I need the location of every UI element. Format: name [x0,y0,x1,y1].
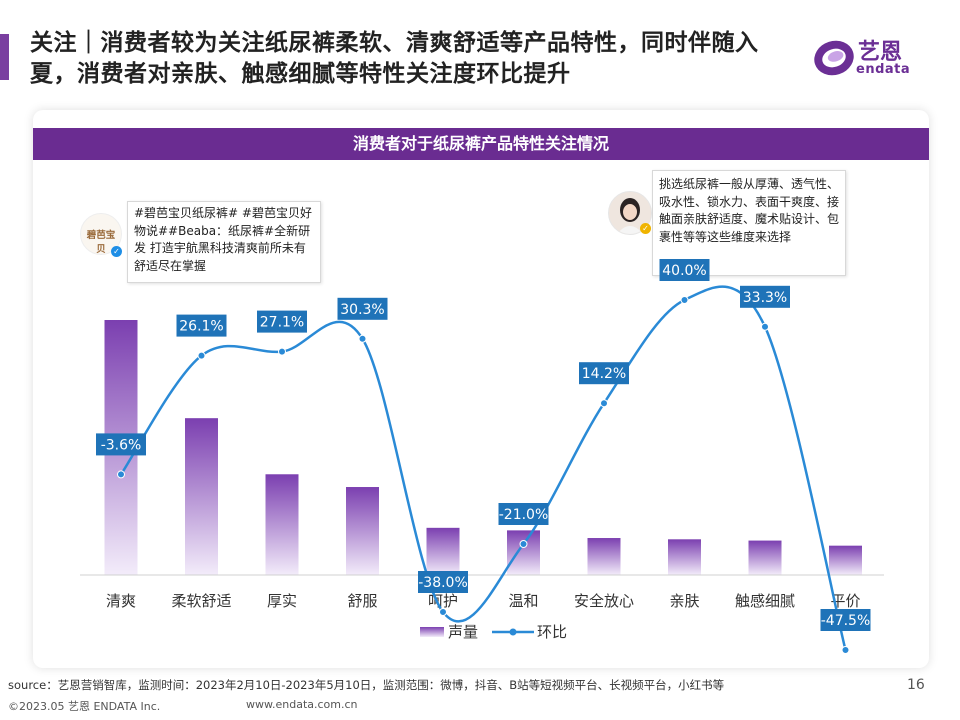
data-label: -21.0% [499,507,549,523]
data-label: -38.0% [418,575,468,591]
data-label-box [176,314,227,337]
x-tick-label: 柔软舒适 [171,592,231,610]
data-label: -3.6% [101,437,142,453]
data-label: 26.1% [179,319,223,335]
bar-安全放心 [587,538,621,575]
data-label: 40.0% [662,263,706,279]
x-tick-label: 厚实 [267,592,297,610]
series-line-环比 [119,285,847,651]
accent-bar [0,34,9,80]
line-point-柔软舒适 [197,351,206,360]
bar-呵护 [426,527,460,575]
logo-text-cn: 艺恩 [858,40,903,65]
x-tick-label: 亲肤 [669,592,699,610]
logo-text-en: endata [856,62,911,77]
chart-title: 消费者对于纸尿裤产品特性关注情况 [33,128,929,160]
data-label: -47.5% [821,613,871,629]
data-label-box [740,285,790,308]
x-tick-label: 舒服 [347,592,377,610]
social-post-callout: #碧芭宝贝纸尿裤# #碧芭宝贝好物说##Beaba：纸尿裤#全新研发 打造宇航黑… [127,201,321,283]
legend-label-声量: 声量 [448,623,478,641]
x-tick-label: 温和 [508,592,538,610]
bar-亲肤 [668,539,701,575]
data-label: 30.3% [340,302,384,318]
verified-icon: ✓ [640,223,651,234]
source-note: source：艺恩营销智库，监测时间：2023年2月10日-2023年5月10日… [8,678,725,692]
data-label: 14.2% [582,366,626,382]
x-tick-label: 安全放心 [574,592,634,610]
data-label-box [498,503,549,525]
data-label-box [659,259,710,281]
bar-柔软舒适 [185,418,218,575]
bar-温和 [507,530,540,575]
data-label-box [337,297,388,320]
brand-avatar-text: 碧芭宝贝 [86,230,116,255]
x-tick-label: 平价 [830,592,860,610]
line-point-清爽 [117,470,125,479]
bar-触感细腻 [748,540,782,575]
line-point-安全放心 [600,399,608,408]
endata-logo: 艺恩 endata [812,36,932,86]
line-point-触感细腻 [761,322,769,331]
social-post-callout: 挑选纸尿裤一般从厚薄、透气性、吸水性、锁水力、表面干爽度、接触面亲肤舒适度、魔术… [652,170,846,276]
line-point-呵护 [439,608,447,616]
data-label-box [820,609,871,631]
x-tick-label: 触感细腻 [735,592,795,610]
data-label-box [96,433,146,456]
bar-舒服 [346,487,379,575]
legend-label-环比: 环比 [537,623,567,641]
verified-icon: ✓ [111,246,122,257]
page-title: 关注｜消费者较为关注纸尿裤柔软、清爽舒适等产品特性，同时伴随入夏，消费者对亲肤、… [30,30,759,87]
bar-平价 [829,545,862,575]
legend-marker-环比 [509,628,517,636]
x-tick-label: 呵护 [428,592,458,610]
copyright: ©2023.05 艺恩 ENDATA Inc. [8,700,161,713]
data-label-box [418,571,468,593]
line-point-厚实 [278,347,286,356]
x-tick-label: 清爽 [106,592,136,610]
line-point-平价 [841,646,850,654]
data-label: 27.1% [260,315,304,331]
legend-swatch-声量 [420,627,444,637]
data-label-box [579,362,629,385]
data-label: 33.3% [743,290,787,306]
line-point-舒服 [358,334,367,343]
page-number: 16 [907,677,925,693]
website-url: www.endata.com.cn [246,698,358,711]
bar-厚实 [265,474,299,575]
line-point-亲肤 [680,296,689,304]
data-label-box [257,310,307,333]
line-point-温和 [519,540,528,548]
endata-logo-icon [814,40,854,76]
